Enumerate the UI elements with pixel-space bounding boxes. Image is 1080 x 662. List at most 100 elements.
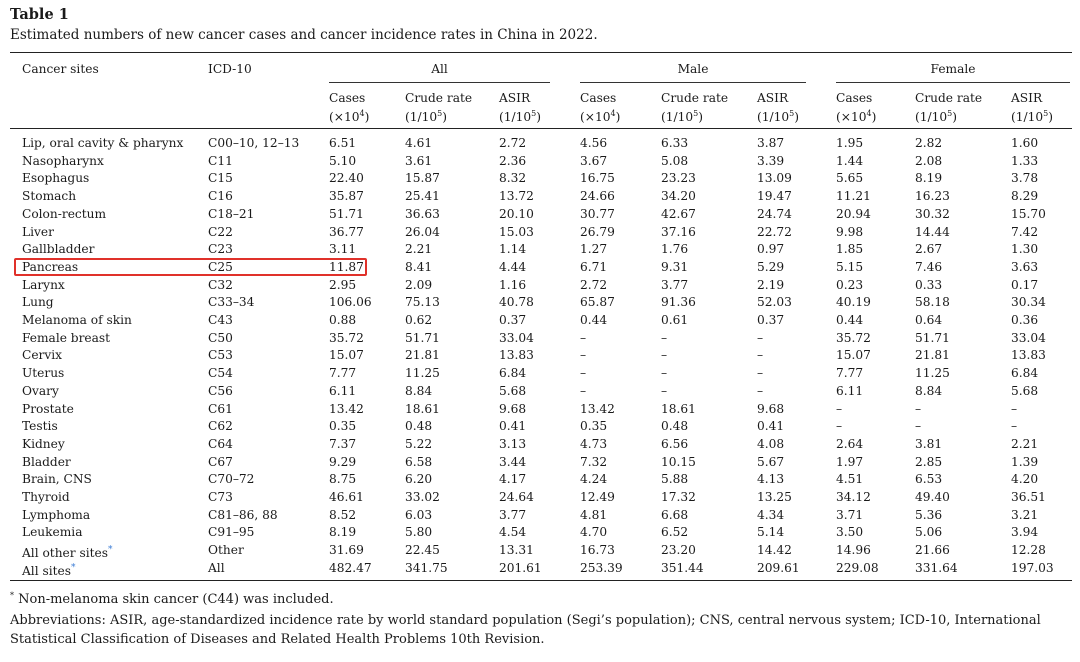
footnote-marker: * [108,545,113,556]
cell-all-cases: 0.88 [329,313,357,327]
cell-male-asir: – [757,348,764,363]
cell-all-asir: 1.16 [499,277,527,292]
cell-all-asir: 3.44 [499,454,527,469]
cell-male-asir: – [757,366,764,381]
cell-female-cases: 9.98 [836,224,864,239]
cell-all-cases: 7.77 [329,366,357,381]
cell-cancer-site: All other sites* [22,545,113,561]
subheader-line2: (1/105) [405,109,447,124]
cell-male-crude-rate: 6.56 [661,436,689,451]
cell-male-crude-rate: 34.20 [661,189,696,204]
cell-cancer-site: Ovary [22,383,59,398]
cell-cancer-site: Nasopharynx [22,153,104,168]
top-rule [10,52,1072,54]
cell-male-crude-rate: 23.20 [661,543,696,558]
cell-icd10: C15 [208,171,233,186]
cell-male-asir: 209.61 [757,560,800,575]
cell-male-asir: 0.41 [757,419,785,434]
cell-icd10: C11 [208,153,233,168]
subheader-line2: (×104) [580,109,621,124]
cell-icd10: C73 [208,490,233,504]
subheader-line2: (1/105) [1011,109,1053,124]
cell-all-crude-rate: 18.61 [405,401,440,416]
cell-female-crude-rate: 2.67 [915,242,943,257]
cell-male-cases: 0.44 [580,313,608,327]
cell-cancer-site: Cervix [22,348,63,363]
cell-male-crude-rate: 9.31 [661,259,689,274]
cell-all-cases: 15.07 [329,348,364,363]
subheader-line1: Crude rate [915,91,983,105]
cell-icd10: C56 [208,383,233,398]
cell-all-asir: 15.03 [499,224,534,239]
cell-all-asir: 33.04 [499,330,534,345]
cell-male-cases: 4.81 [580,507,608,522]
cell-female-asir: 1.33 [1011,153,1039,168]
cell-male-asir: 3.87 [757,136,785,150]
cell-female-crude-rate: 2.85 [915,454,943,469]
cell-female-asir: 12.28 [1011,543,1046,558]
cell-female-cases: 20.94 [836,206,871,221]
group-header-male: Male [677,62,709,76]
cell-female-asir: – [1011,419,1018,434]
cell-all-cases: 7.37 [329,436,357,451]
cell-icd10: C32 [208,277,233,292]
cell-male-crude-rate: 5.88 [661,472,689,487]
cell-all-cases: 31.69 [329,543,364,558]
subheader-line2: (1/105) [499,109,541,124]
footnote-1-text: Non-melanoma skin cancer (C44) was inclu… [18,592,334,607]
cell-male-crude-rate: 18.61 [661,401,696,416]
cell-all-crude-rate: 2.09 [405,277,433,292]
cell-cancer-site: Liver [22,224,54,239]
cell-female-crude-rate: 5.06 [915,525,943,540]
cell-all-crude-rate: 5.22 [405,436,433,451]
cell-female-asir: 13.83 [1011,348,1046,363]
cell-female-crude-rate: 30.32 [915,206,950,221]
cell-male-asir: 13.09 [757,171,792,186]
footnote-abbreviations: Abbreviations: ASIR, age-standardized in… [10,613,1041,647]
cell-female-asir: 5.68 [1011,383,1039,398]
cell-female-crude-rate: 8.84 [915,383,943,398]
subheader-line2: (×104) [836,109,877,124]
cell-male-crude-rate: 3.77 [661,277,689,292]
cell-female-asir: 33.04 [1011,330,1046,345]
cell-male-cases: – [580,383,587,398]
cell-female-asir: 3.94 [1011,525,1039,540]
cell-male-cases: 4.24 [580,472,608,487]
cell-icd10: C53 [208,348,233,363]
cell-icd10: C25 [208,259,233,274]
cell-all-asir: 0.37 [499,313,527,327]
header-rule [10,128,1072,129]
cell-all-asir: 6.84 [499,366,527,381]
cell-male-crude-rate: 42.67 [661,206,696,221]
cell-female-crude-rate: 0.64 [915,313,943,327]
cell-all-crude-rate: 4.61 [405,136,433,150]
cell-all-asir: 201.61 [499,560,542,575]
cell-male-cases: – [580,366,587,381]
cell-male-asir: 9.68 [757,401,785,416]
cell-female-asir: – [1011,401,1018,416]
cell-male-asir: 2.19 [757,277,785,292]
group-header-female: Female [930,62,976,76]
cell-female-crude-rate: 16.23 [915,189,950,204]
subheader-line1: Crude rate [661,91,729,105]
cell-all-asir: 0.41 [499,419,527,434]
cell-icd10: C67 [208,454,233,469]
cell-all-cases: 8.52 [329,507,357,522]
cell-female-crude-rate: 331.64 [915,560,958,575]
cell-male-crude-rate: – [661,330,668,345]
cell-female-crude-rate: 6.53 [915,472,943,487]
cell-female-asir: 6.84 [1011,366,1039,381]
cell-female-cases: 1.85 [836,242,864,257]
subheader-line2: (1/105) [661,109,703,124]
subheader-male-crude-rate: Crude rate (1/105) [661,90,728,125]
group-rule-female [836,82,1070,83]
cell-female-crude-rate: – [915,419,922,434]
cell-female-cases: – [836,401,843,416]
cell-male-cases: – [580,348,587,363]
cell-icd10: C62 [208,419,233,434]
cell-all-asir: 9.68 [499,401,527,416]
cell-all-asir: 4.17 [499,472,527,487]
cell-female-asir: 36.51 [1011,490,1046,504]
cell-all-asir: 13.83 [499,348,534,363]
cell-cancer-site: Colon-rectum [22,206,107,221]
